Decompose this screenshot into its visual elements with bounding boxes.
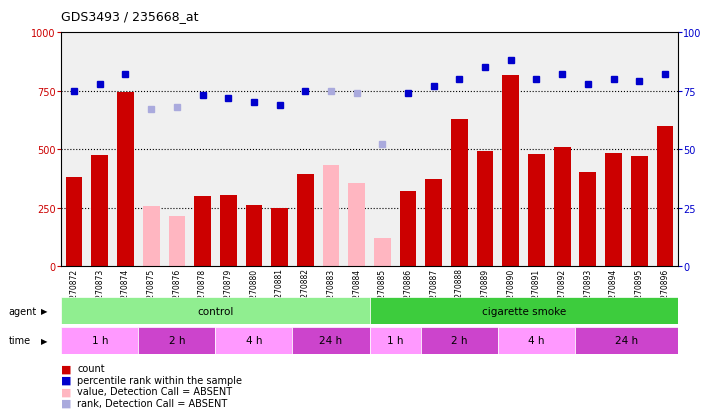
Text: ■: ■ xyxy=(61,387,72,396)
Text: 4 h: 4 h xyxy=(246,335,262,346)
Bar xyxy=(246,206,262,266)
Text: 1 h: 1 h xyxy=(92,335,108,346)
Bar xyxy=(66,178,82,266)
Text: 24 h: 24 h xyxy=(319,335,342,346)
Bar xyxy=(451,119,468,266)
Bar xyxy=(117,93,134,266)
Text: value, Detection Call = ABSENT: value, Detection Call = ABSENT xyxy=(77,387,232,396)
Bar xyxy=(370,297,678,324)
Bar xyxy=(477,152,493,266)
Bar xyxy=(220,195,236,266)
Bar xyxy=(61,297,370,324)
Bar xyxy=(554,147,570,266)
Bar xyxy=(194,197,211,266)
Bar xyxy=(297,174,314,266)
Bar xyxy=(498,327,575,354)
Text: ■: ■ xyxy=(61,398,72,408)
Text: GDS3493 / 235668_at: GDS3493 / 235668_at xyxy=(61,10,199,23)
Text: ▶: ▶ xyxy=(41,336,48,345)
Text: 2 h: 2 h xyxy=(451,335,468,346)
Bar xyxy=(374,238,391,266)
Text: rank, Detection Call = ABSENT: rank, Detection Call = ABSENT xyxy=(77,398,227,408)
Bar xyxy=(322,166,340,266)
Bar xyxy=(61,327,138,354)
Text: ■: ■ xyxy=(61,375,72,385)
Text: 1 h: 1 h xyxy=(387,335,404,346)
Bar xyxy=(293,327,370,354)
Bar xyxy=(503,76,519,266)
Bar xyxy=(92,156,108,266)
Bar xyxy=(580,173,596,266)
Bar xyxy=(348,183,365,266)
Text: ▶: ▶ xyxy=(41,306,48,315)
Text: agent: agent xyxy=(9,306,37,316)
Bar xyxy=(143,207,159,266)
Bar xyxy=(631,157,647,266)
Bar xyxy=(575,327,678,354)
Bar xyxy=(169,216,185,266)
Text: 4 h: 4 h xyxy=(528,335,545,346)
Text: cigarette smoke: cigarette smoke xyxy=(482,306,566,316)
Bar xyxy=(425,180,442,266)
Bar xyxy=(216,327,293,354)
Bar xyxy=(421,327,498,354)
Text: percentile rank within the sample: percentile rank within the sample xyxy=(77,375,242,385)
Bar xyxy=(528,154,545,266)
Text: ■: ■ xyxy=(61,363,72,373)
Text: 24 h: 24 h xyxy=(615,335,638,346)
Text: control: control xyxy=(198,306,234,316)
Bar xyxy=(271,208,288,266)
Bar xyxy=(657,126,673,266)
Text: time: time xyxy=(9,335,31,346)
Text: count: count xyxy=(77,363,105,373)
Bar xyxy=(138,327,216,354)
Bar xyxy=(399,192,417,266)
Bar xyxy=(370,327,421,354)
Text: 2 h: 2 h xyxy=(169,335,185,346)
Bar xyxy=(605,153,622,266)
